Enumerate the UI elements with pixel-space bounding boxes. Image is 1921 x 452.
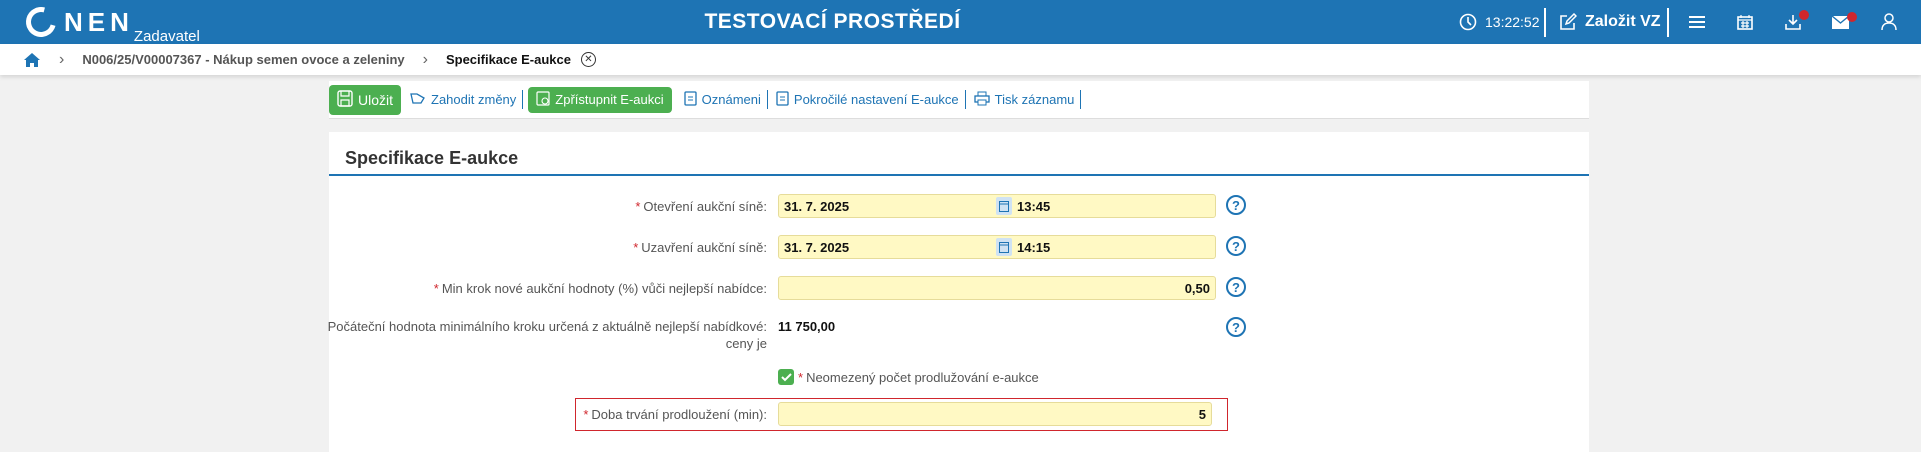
initial-label-line1: Počáteční hodnota minimálního kroku urče… <box>327 319 767 334</box>
role-label: Zadavatel <box>133 28 200 45</box>
edit-icon <box>1559 13 1577 31</box>
min-step-label-text: Min krok nové aukční hodnoty (%) vůči ne… <box>441 281 767 296</box>
discard-label: Zahodit změny <box>431 92 517 107</box>
clipboard-icon <box>776 90 789 109</box>
clipboard-icon <box>536 90 550 109</box>
min-step-label: * Min krok nové aukční hodnoty (%) vůči n… <box>433 281 767 296</box>
clock-icon <box>1459 13 1477 31</box>
publish-eauction-button[interactable]: Zpřístupnit E-aukci <box>528 86 672 113</box>
undo-icon <box>409 92 426 107</box>
close-label: * Uzavření aukční síně: <box>633 240 767 255</box>
notification-badge <box>1847 11 1857 22</box>
create-vz-label: Založit VZ <box>1585 13 1661 30</box>
menu-button[interactable] <box>1689 0 1705 44</box>
initial-value-label: Počáteční hodnota minimálního kroku urče… <box>328 318 767 352</box>
unlimited-checkbox[interactable] <box>778 369 794 385</box>
calendar-icon[interactable] <box>996 238 1012 256</box>
duration-label-text: Doba trvání prodloužení (min): <box>591 407 767 422</box>
divider <box>964 90 966 109</box>
print-record-button[interactable]: Tisk záznamu <box>974 91 1075 109</box>
breadcrumb: › N006/25/V00007367 - Nákup semen ovoce … <box>0 44 1921 75</box>
divider <box>766 90 768 109</box>
close-row: * Uzavření aukční síně: 31. 7. 2025 14:15 … <box>329 235 1589 261</box>
min-step-row: * Min krok nové aukční hodnoty (%) vůči n… <box>329 276 1589 302</box>
publish-label: Zpřístupnit E-aukci <box>555 92 664 107</box>
open-time[interactable]: 13:45 <box>1017 198 1051 214</box>
logo-text: NEN <box>64 7 134 37</box>
discard-changes-button[interactable]: Zahodit změny <box>409 92 516 107</box>
help-icon[interactable]: ? <box>1226 195 1246 215</box>
save-icon <box>337 89 353 110</box>
open-date[interactable]: 31. 7. 2025 <box>784 198 850 214</box>
min-step-input[interactable]: 0,50 <box>778 276 1216 300</box>
user-button[interactable] <box>1881 0 1897 44</box>
eauction-spec-panel: Specifikace E-aukce * Otevření aukční sín… <box>328 132 1589 452</box>
create-vz-button[interactable]: Založit VZ <box>1559 0 1661 44</box>
divider <box>1667 7 1669 37</box>
notice-label: Oznámeni <box>701 92 761 107</box>
clipboard-icon <box>684 90 697 109</box>
breadcrumb-item-current: Specifikace E-aukce <box>445 52 571 67</box>
print-icon <box>974 91 990 109</box>
close-tab-icon[interactable]: ✕ <box>580 52 596 67</box>
close-time[interactable]: 14:15 <box>1017 239 1051 255</box>
mail-icon <box>1832 11 1857 29</box>
menu-icon <box>1689 15 1705 29</box>
download-button[interactable] <box>1785 0 1809 44</box>
panel-title: Specifikace E-aukce <box>345 148 519 168</box>
clock-time: 13:22:52 <box>1485 14 1540 30</box>
open-datetime-input[interactable]: 31. 7. 2025 13:45 <box>778 194 1216 218</box>
clock: 13:22:52 <box>1459 0 1540 44</box>
advanced-settings-button[interactable]: Pokročilé nastavení E-aukce <box>776 90 959 109</box>
calendar-icon <box>1737 14 1753 30</box>
mail-button[interactable] <box>1832 0 1857 44</box>
initial-label-line2: ceny je <box>725 336 767 351</box>
duration-label: * Doba trvání prodloužení (min): <box>583 407 767 422</box>
unlimited-row: * Neomezený počet prodlužování e-aukce <box>329 367 1589 393</box>
print-label: Tisk záznamu <box>994 92 1075 107</box>
close-date[interactable]: 31. 7. 2025 <box>784 239 850 255</box>
divider <box>1080 90 1082 109</box>
user-icon <box>1881 13 1897 31</box>
divider <box>1544 7 1546 37</box>
notice-button[interactable]: Oznámeni <box>684 90 761 109</box>
download-icon <box>1785 10 1809 30</box>
title-underline <box>329 174 1589 176</box>
save-button[interactable]: Uložit <box>329 84 402 115</box>
open-row: * Otevření aukční síně: 31. 7. 2025 13:45 … <box>329 194 1589 220</box>
duration-row: * Doba trvání prodloužení (min): 5 <box>329 402 1589 428</box>
divider <box>522 90 524 109</box>
initial-value-row: Počáteční hodnota minimálního kroku urče… <box>328 317 1589 358</box>
top-header: NEN Zadavatel TESTOVACÍ PROSTŘEDÍ 13:22:… <box>0 0 1921 45</box>
open-label: * Otevření aukční síně: <box>635 199 767 214</box>
advanced-label: Pokročilé nastavení E-aukce <box>793 92 959 107</box>
initial-value: 11 750,00 <box>778 319 836 334</box>
unlimited-label: Neomezený počet prodlužování e-aukce <box>806 369 1039 385</box>
help-icon[interactable]: ? <box>1226 277 1246 297</box>
calendar-button[interactable] <box>1737 0 1753 44</box>
nen-logo[interactable]: NEN Zadavatel <box>20 1 200 45</box>
open-label-text: Otevření aukční síně: <box>643 199 767 214</box>
calendar-icon[interactable] <box>996 197 1012 215</box>
help-icon[interactable]: ? <box>1226 236 1246 256</box>
chevron-right-icon: › <box>59 50 65 68</box>
home-icon[interactable] <box>23 52 41 68</box>
environment-title: TESTOVACÍ PROSTŘEDÍ <box>704 10 961 33</box>
save-label: Uložit <box>358 91 394 108</box>
close-label-text: Uzavření aukční síně: <box>641 240 767 255</box>
close-datetime-input[interactable]: 31. 7. 2025 14:15 <box>778 235 1216 259</box>
toolbar: Uložit Zahodit změny Zpřístupnit E-aukci… <box>329 81 1589 119</box>
chevron-right-icon: › <box>422 50 428 68</box>
duration-input[interactable]: 5 <box>778 402 1212 426</box>
highlight-box <box>575 398 1228 431</box>
help-icon[interactable]: ? <box>1226 317 1246 337</box>
breadcrumb-item-procurement[interactable]: N006/25/V00007367 - Nákup semen ovoce a … <box>82 52 405 67</box>
notification-badge <box>1799 10 1809 20</box>
